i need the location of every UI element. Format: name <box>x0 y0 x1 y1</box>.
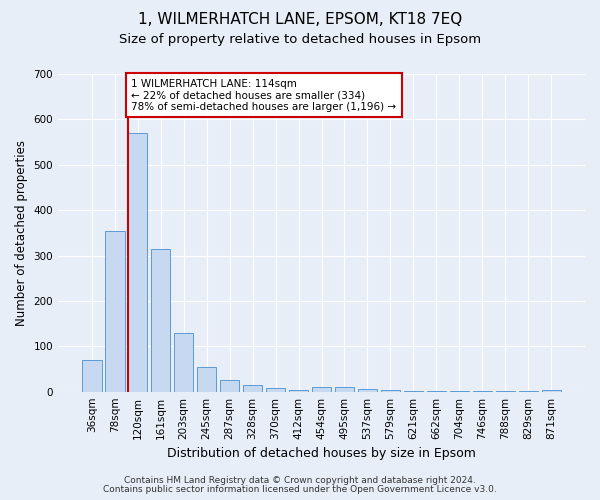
Bar <box>427 391 446 392</box>
Bar <box>335 387 354 392</box>
Text: 1, WILMERHATCH LANE, EPSOM, KT18 7EQ: 1, WILMERHATCH LANE, EPSOM, KT18 7EQ <box>138 12 462 28</box>
Text: Size of property relative to detached houses in Epsom: Size of property relative to detached ho… <box>119 32 481 46</box>
Bar <box>174 332 193 392</box>
Text: 1 WILMERHATCH LANE: 114sqm
← 22% of detached houses are smaller (334)
78% of sem: 1 WILMERHATCH LANE: 114sqm ← 22% of deta… <box>131 78 397 112</box>
Bar <box>243 385 262 392</box>
Bar <box>197 366 217 392</box>
Text: Contains public sector information licensed under the Open Government Licence v3: Contains public sector information licen… <box>103 485 497 494</box>
Bar <box>449 391 469 392</box>
Bar <box>82 360 101 392</box>
Bar <box>289 390 308 392</box>
X-axis label: Distribution of detached houses by size in Epsom: Distribution of detached houses by size … <box>167 447 476 460</box>
Bar <box>105 230 125 392</box>
Bar <box>473 391 492 392</box>
Bar <box>151 248 170 392</box>
Bar <box>380 390 400 392</box>
Bar <box>404 391 423 392</box>
Bar <box>128 133 148 392</box>
Bar <box>266 388 286 392</box>
Bar <box>542 390 561 392</box>
Bar <box>312 387 331 392</box>
Bar <box>220 380 239 392</box>
Y-axis label: Number of detached properties: Number of detached properties <box>15 140 28 326</box>
Text: Contains HM Land Registry data © Crown copyright and database right 2024.: Contains HM Land Registry data © Crown c… <box>124 476 476 485</box>
Bar <box>358 390 377 392</box>
